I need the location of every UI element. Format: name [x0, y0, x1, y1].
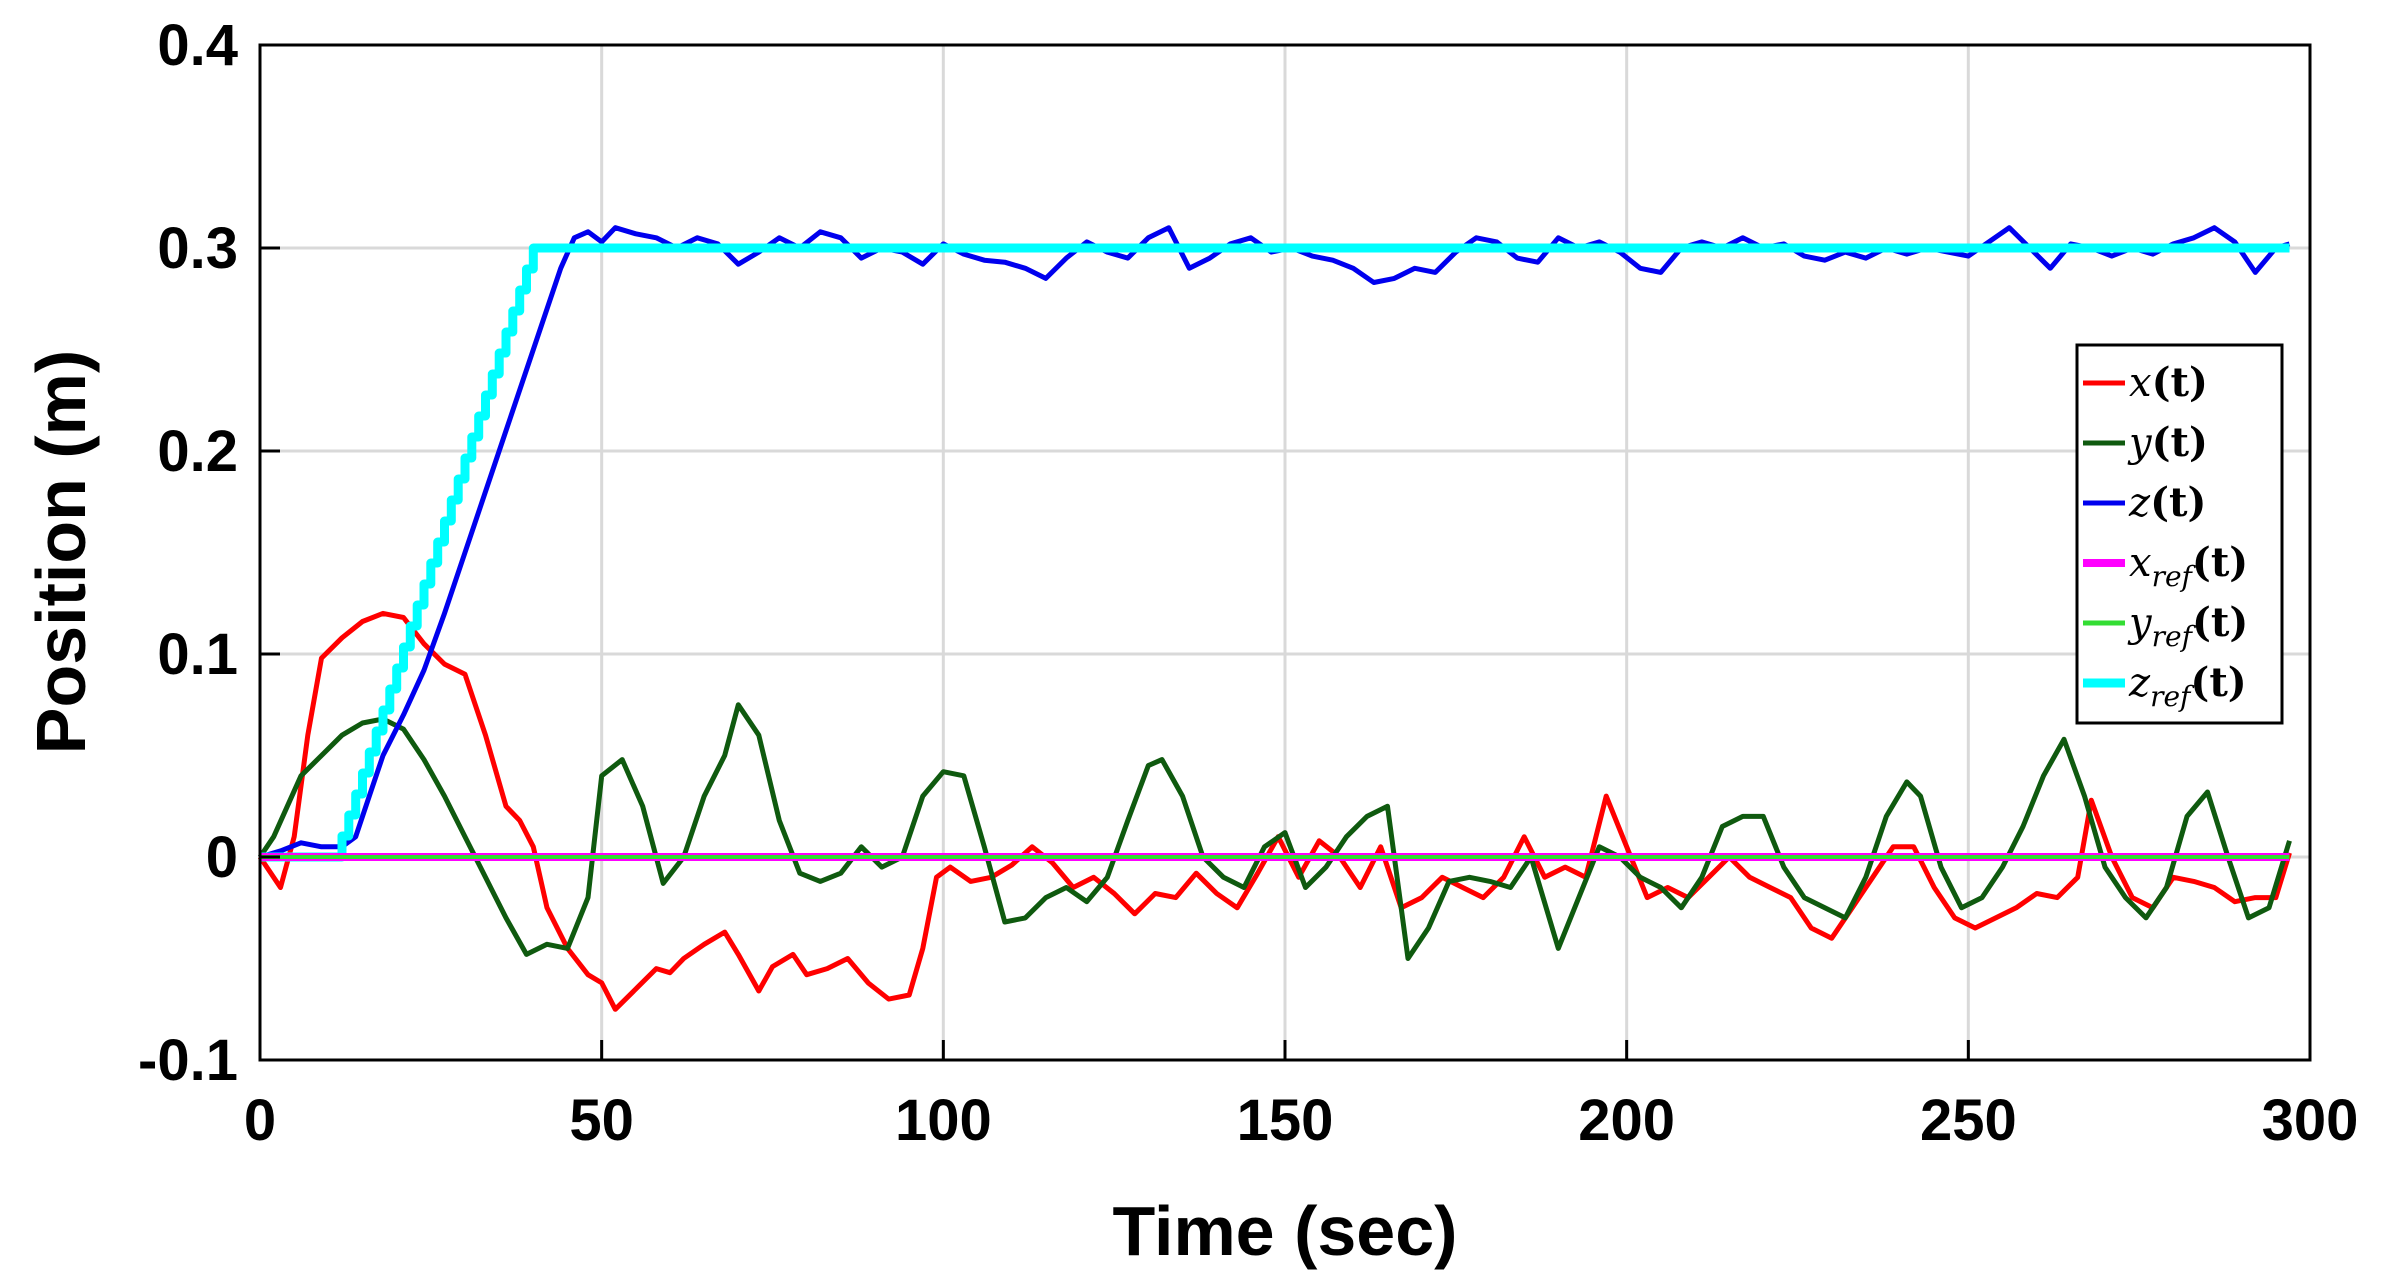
legend-label: zref(t) — [2128, 659, 2247, 713]
axis-ticks: 0 50 100 150 200 250 300-0.100.10.20.30.4 — [138, 13, 2358, 1153]
x-tick-label: 50 — [569, 1088, 634, 1153]
x-axis-title: Time (sec) — [1113, 1192, 1458, 1270]
x-tick-label: 250 — [1920, 1088, 2017, 1153]
x-tick-label: 150 — [1237, 1088, 1334, 1153]
legend-label: z(t) — [2128, 479, 2206, 526]
y-tick-label: 0.3 — [157, 216, 238, 281]
x-tick-label: 200 — [1578, 1088, 1675, 1153]
legend-box — [2075, 343, 2284, 725]
y-tick-label: -0.1 — [138, 1028, 238, 1093]
y-tick-label: 0.1 — [157, 622, 238, 687]
y-tick-label: 0 — [206, 825, 238, 890]
legend: x(t) y(t) z(t) xref(t) yref(t) zref(t) — [2075, 343, 2284, 725]
series-line-xt — [257, 610, 2292, 1012]
x-tick-label: 100 — [895, 1088, 992, 1153]
legend-label: xref(t) — [2129, 539, 2248, 593]
legend-label: y(t) — [2127, 419, 2208, 466]
x-tick-label: 0 — [244, 1088, 276, 1153]
y-tick-label: 0.2 — [157, 419, 238, 484]
y-axis-title: Position (m) — [22, 350, 100, 754]
series-line-zreft — [260, 243, 2290, 862]
legend-label: x(t) — [2129, 359, 2208, 406]
legend-label: yref(t) — [2127, 599, 2248, 653]
x-tick-label: 300 — [2262, 1088, 2359, 1153]
y-tick-label: 0.4 — [157, 13, 238, 78]
series-line-yt — [257, 702, 2292, 961]
series-layer — [257, 225, 2292, 1012]
